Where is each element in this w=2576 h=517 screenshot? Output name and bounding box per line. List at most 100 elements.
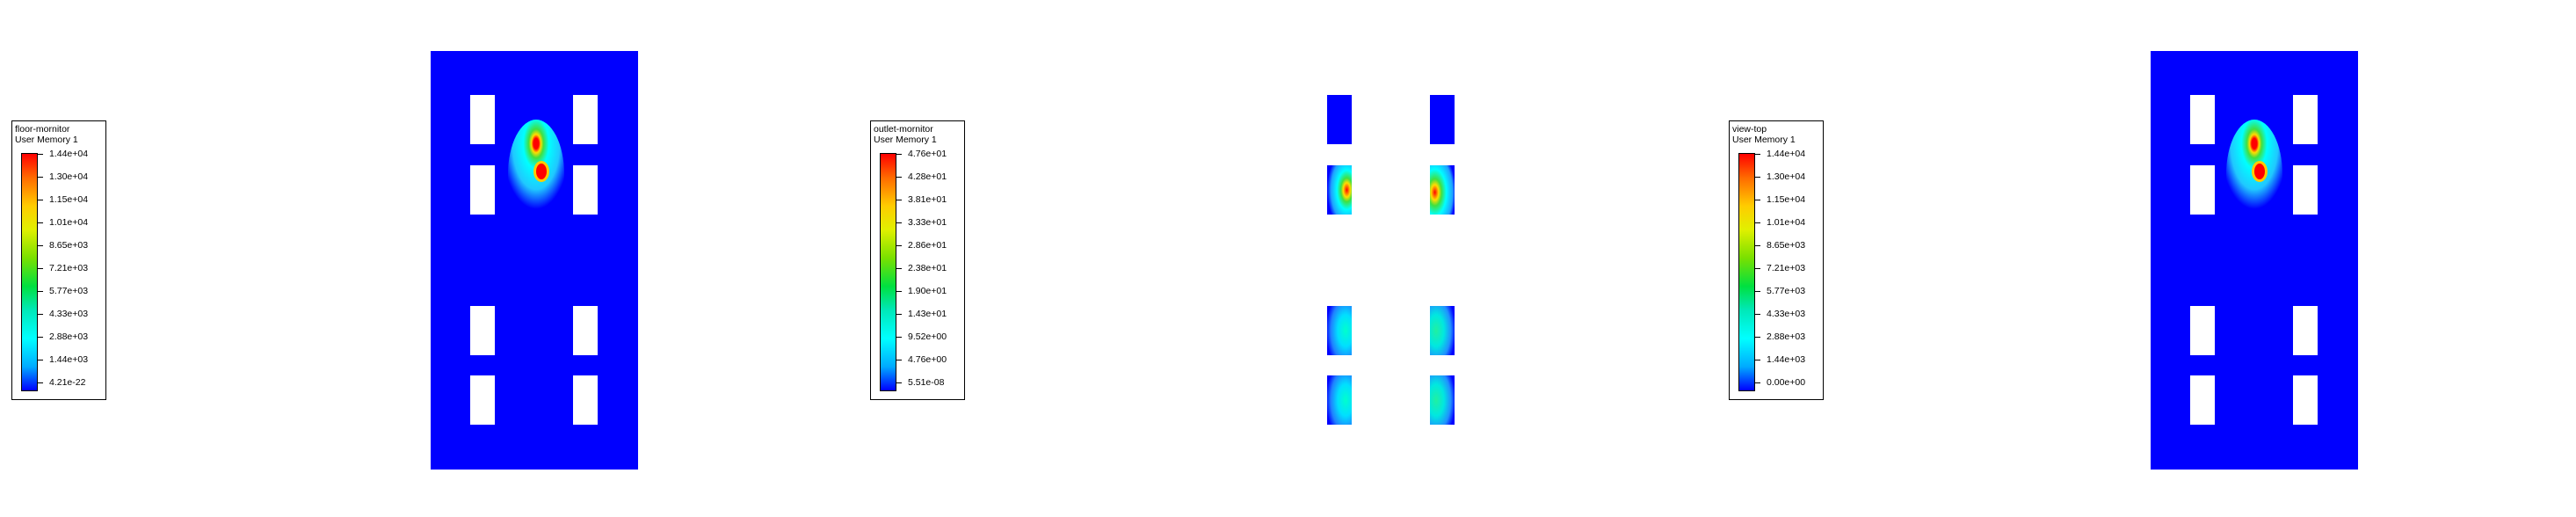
plume-peak xyxy=(2254,164,2265,179)
tick-mark xyxy=(896,245,902,246)
legend-tick-label: 4.76e+01 xyxy=(908,149,947,159)
tick-mark xyxy=(1755,291,1760,292)
domain-floor xyxy=(431,51,638,470)
colorbar xyxy=(21,153,38,391)
outlet-patch xyxy=(1327,95,1352,144)
outlet-patch xyxy=(1430,95,1455,144)
colorbar xyxy=(1738,153,1755,391)
legend-tick-label: 7.21e+03 xyxy=(49,263,89,273)
obstacle xyxy=(573,95,598,144)
legend-outlet-monitor: outlet-mornitor User Memory 1 4.76e+01 4… xyxy=(870,120,965,400)
legend-tick-label: 5.77e+03 xyxy=(1767,286,1806,296)
outlet-patch xyxy=(1430,375,1455,425)
outlet-patch xyxy=(1327,306,1352,355)
obstacle xyxy=(573,165,598,215)
legend-tick-label: 7.21e+03 xyxy=(1767,263,1806,273)
tick-mark xyxy=(1755,268,1760,269)
tick-mark xyxy=(896,291,902,292)
tick-mark xyxy=(38,177,43,178)
legend-tick-label: 1.15e+04 xyxy=(49,194,89,205)
obstacle xyxy=(573,375,598,425)
obstacle xyxy=(2293,95,2318,144)
obstacle xyxy=(2190,306,2215,355)
legend-tick-label: 1.01e+04 xyxy=(49,217,89,228)
tick-mark xyxy=(896,314,902,315)
legend-tick-label: 5.77e+03 xyxy=(49,286,89,296)
tick-mark xyxy=(38,337,43,338)
tick-mark xyxy=(38,245,43,246)
legend-tick-label: 4.76e+00 xyxy=(908,354,947,365)
legend-name: outlet-mornitor xyxy=(874,124,933,135)
tick-mark xyxy=(38,268,43,269)
colorbar xyxy=(880,153,896,391)
tick-mark xyxy=(38,382,43,383)
tick-mark xyxy=(38,222,43,223)
tick-mark xyxy=(896,382,902,383)
legend-tick-label: 0.00e+00 xyxy=(1767,377,1806,388)
tick-mark xyxy=(1755,245,1760,246)
contour-plot-floor xyxy=(431,51,638,470)
legend-tick-label: 4.33e+03 xyxy=(49,309,89,319)
outlet-patch-active xyxy=(1327,165,1352,215)
outlet-patch-active xyxy=(1430,165,1455,215)
contour-plot-outlets xyxy=(1327,95,1455,425)
tick-mark xyxy=(896,222,902,223)
obstacle xyxy=(470,165,495,215)
obstacle xyxy=(2293,165,2318,215)
tick-mark xyxy=(1755,314,1760,315)
panel-view-top: view-top User Memory 1 1.44e+04 1.30e+04… xyxy=(1717,0,2576,517)
tick-mark xyxy=(38,314,43,315)
obstacle xyxy=(470,306,495,355)
outlet-patch xyxy=(1430,306,1455,355)
legend-variable: User Memory 1 xyxy=(15,135,78,145)
plume-peak xyxy=(536,164,547,179)
inlet-stub xyxy=(2246,51,2265,53)
legend-tick-label: 1.43e+01 xyxy=(908,309,947,319)
outlet-patch xyxy=(1327,375,1352,425)
tick-mark xyxy=(896,154,902,155)
tick-mark xyxy=(38,291,43,292)
legend-tick-label: 1.44e+03 xyxy=(1767,354,1806,365)
legend-tick-label: 3.33e+01 xyxy=(908,217,947,228)
legend-tick-label: 8.65e+03 xyxy=(1767,240,1806,251)
tick-mark xyxy=(38,154,43,155)
legend-tick-label: 4.33e+03 xyxy=(1767,309,1806,319)
legend-view-top: view-top User Memory 1 1.44e+04 1.30e+04… xyxy=(1729,120,1824,400)
legend-tick-label: 1.30e+04 xyxy=(1767,171,1806,182)
tick-mark xyxy=(1755,177,1760,178)
legend-tick-label: 4.21e-22 xyxy=(49,377,86,388)
legend-tick-label: 1.15e+04 xyxy=(1767,194,1806,205)
legend-name: floor-mornitor xyxy=(15,124,70,135)
tick-mark xyxy=(896,337,902,338)
legend-tick-label: 1.44e+04 xyxy=(49,149,89,159)
tick-mark xyxy=(1755,382,1760,383)
legend-tick-label: 8.65e+03 xyxy=(49,240,89,251)
tick-mark xyxy=(1755,154,1760,155)
legend-tick-label: 1.90e+01 xyxy=(908,286,947,296)
panel-outlet-monitor: outlet-mornitor User Memory 1 4.76e+01 4… xyxy=(859,0,1717,517)
obstacle xyxy=(2293,306,2318,355)
legend-tick-label: 4.28e+01 xyxy=(908,171,947,182)
legend-tick-label: 2.86e+01 xyxy=(908,240,947,251)
legend-name: view-top xyxy=(1732,124,1767,135)
legend-tick-label: 3.81e+01 xyxy=(908,194,947,205)
obstacle xyxy=(2190,165,2215,215)
obstacle xyxy=(2190,375,2215,425)
tick-mark xyxy=(896,268,902,269)
legend-tick-label: 1.44e+04 xyxy=(1767,149,1806,159)
domain-top xyxy=(2151,51,2358,470)
legend-tick-label: 2.88e+03 xyxy=(1767,331,1806,342)
legend-tick-label: 1.01e+04 xyxy=(1767,217,1806,228)
tick-mark xyxy=(1755,222,1760,223)
legend-variable: User Memory 1 xyxy=(1732,135,1796,145)
obstacle xyxy=(470,375,495,425)
legend-tick-label: 5.51e-08 xyxy=(908,377,945,388)
obstacle xyxy=(2190,95,2215,144)
tick-mark xyxy=(896,177,902,178)
legend-tick-label: 1.30e+04 xyxy=(49,171,89,182)
legend-floor-monitor: floor-mornitor User Memory 1 1.44e+04 1.… xyxy=(11,120,106,400)
tick-mark xyxy=(1755,337,1760,338)
contour-plot-top-view xyxy=(2151,51,2358,470)
legend-tick-label: 2.38e+01 xyxy=(908,263,947,273)
legend-tick-label: 1.44e+03 xyxy=(49,354,89,365)
